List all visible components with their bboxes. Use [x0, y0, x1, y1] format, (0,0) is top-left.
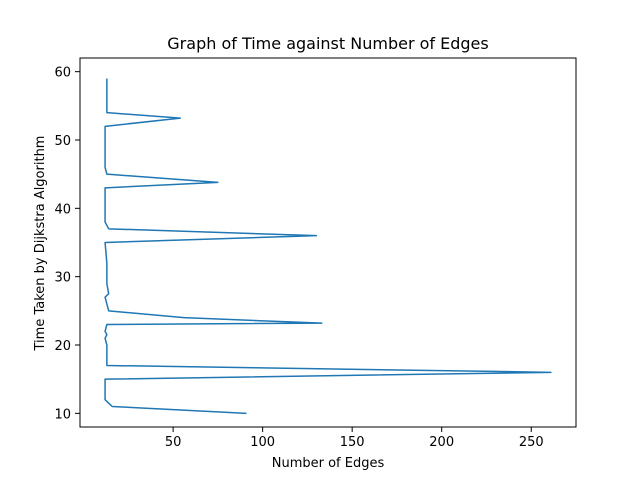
y-tick-label: 10 — [54, 407, 71, 422]
y-ticks: 10 20 30 40 50 60 — [54, 66, 80, 422]
x-tick-label: 50 — [165, 435, 182, 450]
x-tick-label: 100 — [250, 435, 275, 450]
x-ticks: 50 100 150 200 250 — [165, 427, 544, 450]
y-tick-label: 60 — [54, 66, 71, 81]
y-tick-label: 30 — [54, 271, 71, 286]
x-tick-label: 250 — [519, 435, 544, 450]
chart-title: Graph of Time against Number of Edges — [167, 34, 488, 53]
x-axis-label: Number of Edges — [272, 456, 385, 471]
series-lines — [104, 78, 552, 415]
plot-frame — [79, 57, 577, 428]
y-tick-label: 20 — [54, 339, 71, 354]
x-tick-label: 150 — [340, 435, 365, 450]
x-tick-label: 200 — [429, 435, 454, 450]
plot-area: 50 100 150 200 250 10 20 30 40 50 60 — [54, 57, 577, 450]
y-axis-label: Time Taken by Dijkstra Algorithm — [33, 136, 48, 352]
y-tick-label: 40 — [54, 202, 71, 217]
series-line — [104, 78, 552, 415]
y-tick-label: 50 — [54, 134, 71, 149]
